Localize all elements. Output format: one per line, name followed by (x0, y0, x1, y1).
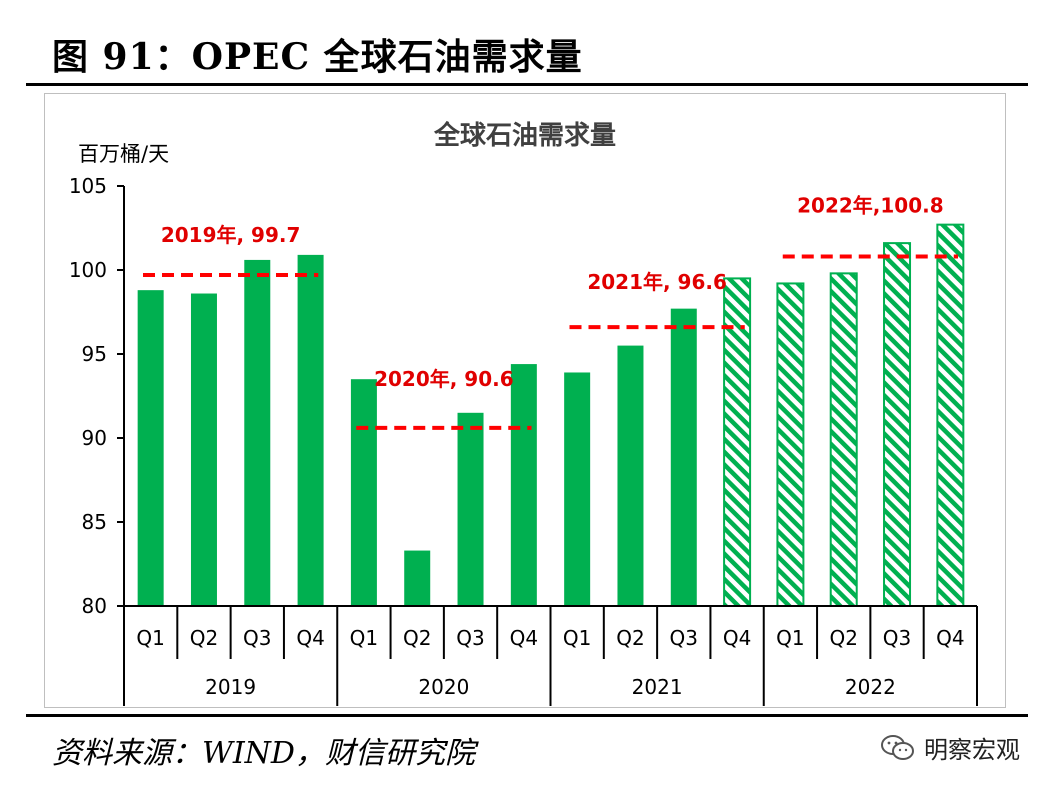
y-tick-label: 95 (82, 342, 107, 366)
x-tick-label-quarter: Q2 (190, 626, 218, 650)
x-tick-label-quarter: Q1 (136, 626, 164, 650)
x-tick-label-quarter: Q3 (670, 626, 698, 650)
x-tick-label-quarter: Q4 (510, 626, 538, 650)
watermark: 明察宏观 (880, 730, 1020, 765)
bar-2019-q2 (190, 293, 217, 606)
watermark-text: 明察宏观 (924, 736, 1020, 764)
bar-2020-q4 (510, 364, 537, 606)
bars (137, 223, 965, 608)
x-group-label-year: 2021 (632, 675, 683, 699)
x-tick-label-quarter: Q4 (296, 626, 324, 650)
wechat-icon (881, 734, 914, 760)
y-tick-label: 105 (69, 174, 107, 198)
avg-label-2022: 2022年,100.8 (797, 194, 944, 218)
y-tick-label: 85 (82, 510, 107, 534)
x-tick-label-quarter: Q1 (563, 626, 591, 650)
annual-average-lines: 2019年, 99.7 2020年, 90.6 2021年, 96.6 2022年,1… (143, 194, 958, 430)
figure-title: 图 91：OPEC 全球石油需求量 (52, 36, 583, 78)
bar-2022-q3-forecast (883, 242, 912, 607)
bar-2019-q4 (297, 254, 324, 606)
bar-2020-q2 (404, 550, 431, 606)
bar-2021-q1 (564, 372, 591, 606)
bar-2022-q2-forecast (829, 272, 858, 608)
x-tick-label-quarter: Q3 (243, 626, 271, 650)
x-tick-label-quarter: Q4 (936, 626, 964, 650)
x-group-label-year: 2022 (845, 675, 896, 699)
y-tick-label: 80 (82, 594, 107, 618)
x-tick-label-quarter: Q3 (456, 626, 484, 650)
y-tick-label: 100 (69, 258, 107, 282)
x-tick-label-quarter: Q1 (350, 626, 378, 650)
bar-2022-q1-forecast (776, 282, 805, 607)
avg-label-2021: 2021年, 96.6 (587, 270, 727, 294)
y-axis-unit-label: 百万桶/天 (78, 142, 169, 166)
x-group-label-year: 2020 (418, 675, 469, 699)
x-tick-label-quarter: Q2 (403, 626, 431, 650)
x-tick-label-quarter: Q2 (829, 626, 857, 650)
bar-2022-q4-forecast (936, 223, 965, 607)
avg-label-2020: 2020年, 90.6 (374, 367, 514, 391)
x-axis: Q1 Q2 Q3 Q4 Q1 Q2 Q3 Q4 Q1 Q2 Q3 Q4 Q1 Q2 Q3 Q4 2019 2020… (123, 605, 978, 706)
top-rule (26, 83, 1028, 86)
bar-chart: 全球石油需求量 百万桶/天 80 85 90 95 100 105 2019年, 99.7… (69, 120, 978, 706)
source-note: 资料来源：WIND，财信研究院 (52, 736, 475, 771)
x-tick-label-quarter: Q4 (723, 626, 751, 650)
y-tick-label: 90 (82, 426, 107, 450)
y-axis: 80 85 90 95 100 105 (69, 174, 125, 618)
chart-container: 全球石油需求量 百万桶/天 80 85 90 95 100 105 2019年, 99.7… (44, 93, 1006, 708)
x-tick-label-quarter: Q3 (883, 626, 911, 650)
bar-2021-q2 (617, 345, 644, 606)
bar-2021-q3 (670, 308, 697, 606)
x-tick-label-quarter: Q2 (616, 626, 644, 650)
bottom-rule (26, 714, 1028, 717)
bar-2019-q1 (137, 290, 164, 606)
x-group-label-year: 2019 (205, 675, 256, 699)
avg-label-2019: 2019年, 99.7 (161, 223, 301, 247)
chart-title: 全球石油需求量 (433, 120, 616, 151)
x-tick-label-quarter: Q1 (776, 626, 804, 650)
bar-2019-q3 (244, 259, 271, 606)
bar-2020-q1 (350, 379, 377, 606)
bar-2020-q3 (457, 412, 484, 606)
